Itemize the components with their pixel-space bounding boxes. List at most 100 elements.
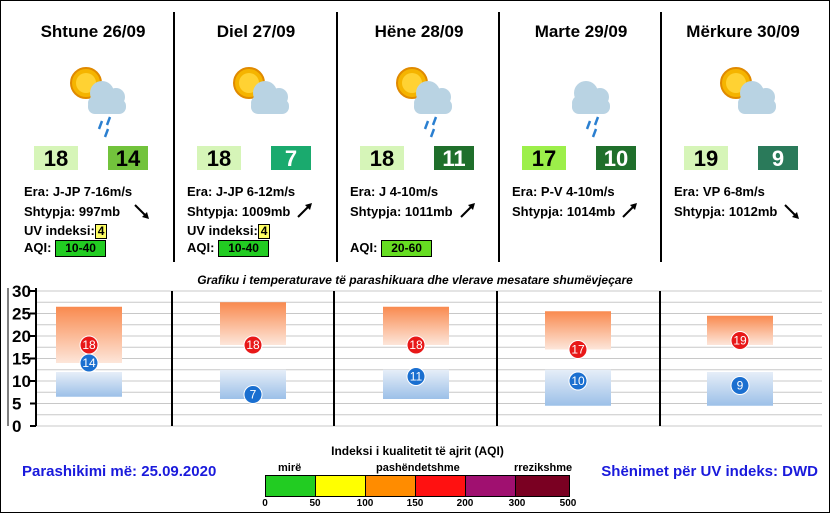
min-temperature-point [568, 371, 588, 391]
day-title: Diel 27/09 [216, 22, 296, 41]
day-separator [336, 12, 338, 262]
aqi-badge: 10-40 [55, 240, 107, 257]
max-temperature-point [730, 331, 750, 350]
forecast-date: Parashikimi më: 25.09.2020 [22, 463, 217, 480]
day-separator [660, 12, 662, 262]
day-column: Mërkure 30/09 19 9 Era: VP 6-8m/s Shtypja: 1… [662, 8, 824, 260]
aqi-tick-label: 50 [309, 498, 321, 509]
temperature-chart: 0 5 10 15 20 25 30 18 14 18 7 18 11 17 10 19 9 [7, 284, 822, 434]
aqi-color-segment [466, 476, 516, 496]
min-temperature-point [79, 353, 99, 373]
aqi-label: AQI: [24, 240, 52, 255]
day-title: Mërkure 30/09 [686, 22, 800, 41]
aqi-label-unhealthy: pashëndetshme [376, 462, 460, 474]
uv-index-label: UV indeksi: [24, 223, 95, 238]
aqi-tick-label: 0 [262, 498, 268, 509]
y-tick-label: 15 [12, 350, 31, 369]
day-title: Hëne 28/09 [374, 22, 464, 41]
min-temperature-label: 10 [571, 374, 585, 388]
aqi-row: AQI: 10-40 [24, 240, 107, 257]
max-temperature-label: 17 [571, 343, 585, 357]
wind-info: Era: J-JP 7-16m/s [24, 184, 133, 199]
max-temperature: 18 [34, 146, 78, 171]
wind-info: Era: VP 6-8m/s [674, 184, 765, 199]
aqi-color-segment [316, 476, 366, 496]
y-tick-label: 30 [12, 284, 31, 301]
min-temperature-label: 11 [410, 370, 423, 384]
arrow-down-right-icon [782, 202, 802, 222]
chart-title: Grafiku i temperaturave të parashikuara … [197, 273, 633, 287]
day-title: Shtune 26/09 [40, 22, 146, 41]
min-temperature-point [243, 385, 263, 404]
wind-info: Era: J-JP 6-12m/s [187, 184, 296, 199]
arrow-up-right-icon [620, 200, 640, 220]
aqi-label: AQI: [187, 240, 215, 255]
day-separator [498, 12, 500, 262]
uv-index-row: UV indeksi: 4 [187, 223, 271, 239]
aqi-tick-label: 200 [456, 498, 474, 509]
max-temperature-point [406, 335, 426, 355]
uv-source-note: Shënimet për UV indeks: DWD [601, 463, 818, 480]
uv-index-label: UV indeksi: [187, 223, 258, 238]
day-column: Diel 27/09 18 7 Era: J-JP 6-12m/s Shtypja: 1… [175, 8, 337, 260]
cloud-rain-icon [550, 55, 618, 140]
arrow-down-right-icon [132, 202, 152, 222]
min-temperature-point [730, 376, 750, 395]
aqi-label-hazardous: rrezikshme [514, 462, 573, 474]
min-temperature-range-bar [56, 372, 122, 397]
day-separator [173, 12, 175, 262]
min-temperature-label: 14 [82, 356, 96, 370]
aqi-badge: 10-40 [218, 240, 270, 257]
sun-cloud-rain-icon [62, 55, 130, 140]
max-temperature: 18 [360, 146, 404, 171]
max-temperature: 18 [197, 146, 241, 171]
day-column: Shtune 26/09 18 14 Era: J-JP 7-16m/s Shtypja… [12, 8, 174, 260]
pressure-info: Shtypja: 1012mb [674, 204, 778, 219]
sun-cloud-icon [712, 55, 780, 140]
uv-index-badge: 4 [94, 224, 108, 239]
min-temperature-label: 7 [250, 388, 257, 402]
aqi-tick-label: 500 [559, 498, 577, 509]
aqi-color-segment [416, 476, 466, 496]
max-temperature: 19 [684, 146, 728, 171]
aqi-tick-label: 300 [508, 498, 526, 509]
aqi-color-segment [366, 476, 416, 496]
aqi-row: AQI: 10-40 [187, 240, 270, 257]
day-column: Hëne 28/09 18 11 Era: J 4-10m/s Shtypja: 101… [338, 8, 500, 260]
wind-info: Era: J 4-10m/s [350, 184, 439, 199]
max-temperature-label: 19 [733, 334, 747, 348]
min-temperature: 10 [596, 146, 636, 171]
aqi-tick-label: 150 [406, 498, 424, 509]
y-tick-label: 10 [12, 372, 31, 391]
min-temperature-label: 9 [737, 379, 744, 393]
aqi-row: AQI: 20-60 [350, 240, 433, 257]
aqi-color-segment [516, 476, 569, 496]
max-temperature-point [243, 335, 263, 355]
arrow-up-right-icon [295, 200, 315, 220]
max-temperature-label: 18 [82, 338, 96, 352]
aqi-color-segment [266, 476, 316, 496]
pressure-info: Shtypja: 1014mb [512, 204, 616, 219]
sun-cloud-icon [225, 55, 293, 140]
uv-index-row: UV indeksi: 4 [24, 223, 108, 239]
day-title: Marte 29/09 [534, 22, 628, 41]
sun-cloud-rain-icon [388, 55, 456, 140]
aqi-badge: 20-60 [381, 240, 433, 257]
aqi-legend-title: Indeksi i kualitetit të ajrit (AQI) [331, 444, 504, 458]
y-tick-label: 25 [12, 305, 31, 324]
min-temperature-point [406, 367, 426, 386]
max-temperature-label: 18 [409, 338, 423, 352]
min-temperature: 11 [434, 146, 474, 171]
max-temperature-label: 18 [246, 338, 260, 352]
arrow-up-right-icon [458, 200, 478, 220]
min-temperature: 9 [758, 146, 798, 171]
day-column: Marte 29/09 17 10 Era: P-V 4-10m/s Shtypja: … [500, 8, 662, 260]
pressure-info: Shtypja: 1009mb [187, 204, 291, 219]
min-temperature: 14 [108, 146, 148, 171]
aqi-label: AQI: [350, 240, 378, 255]
y-tick-label: 5 [12, 395, 21, 414]
pressure-info: Shtypja: 997mb [24, 204, 121, 219]
max-temperature-point [568, 340, 588, 359]
min-temperature: 7 [271, 146, 311, 171]
max-temperature: 17 [522, 146, 566, 171]
